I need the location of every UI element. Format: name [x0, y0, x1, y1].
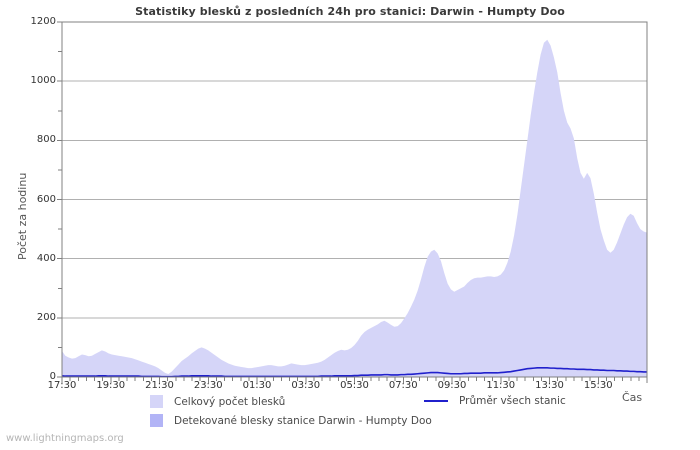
- x-tick-label: 15:30: [583, 380, 613, 391]
- y-tick-label: 1200: [30, 16, 56, 27]
- x-tick-label: 21:30: [145, 380, 174, 391]
- area-series-group: [62, 39, 647, 377]
- y-tick-label: 200: [36, 311, 56, 323]
- legend-label-average: Průměr všech stanic: [459, 395, 566, 407]
- chart-legend: Celkový počet blesků Detekované blesky s…: [0, 392, 700, 436]
- y-tick-label: 800: [36, 134, 56, 146]
- y-tick-label: 600: [36, 193, 56, 205]
- legend-swatch-station: [150, 414, 163, 427]
- legend-item-average[interactable]: Průměr všech stanic: [424, 395, 566, 407]
- x-tick-label: 17:30: [47, 380, 77, 391]
- x-tick-label: 23:30: [193, 380, 223, 391]
- y-tick-label: 0: [49, 371, 56, 382]
- legend-label-station: Detekované blesky stanice Darwin - Humpt…: [174, 414, 432, 427]
- x-tick-label: 05:30: [340, 380, 369, 391]
- plot-frame: [61, 21, 648, 378]
- y-tick-label: 1000: [30, 75, 56, 87]
- x-tick-label: 03:30: [291, 380, 321, 391]
- axis-ticks: [57, 21, 648, 383]
- x-tick-label: 09:30: [437, 380, 467, 391]
- x-axis-title: Čas: [622, 391, 643, 404]
- watermark: www.lightningmaps.org: [6, 433, 124, 444]
- chart-title: Statistiky blesků z posledních 24h pro s…: [135, 5, 565, 18]
- legend-item-station[interactable]: Detekované blesky stanice Darwin - Humpt…: [150, 414, 432, 427]
- x-tick-label: 11:30: [486, 380, 516, 391]
- x-tick-label: 19:30: [96, 380, 126, 391]
- legend-item-total[interactable]: Celkový počet blesků: [150, 395, 285, 408]
- legend-label-total: Celkový počet blesků: [174, 395, 286, 408]
- x-tick-label: 01:30: [242, 380, 272, 391]
- y-tick-label: 400: [36, 252, 56, 264]
- legend-line-average: [424, 400, 448, 402]
- x-tick-label: 07:30: [388, 380, 418, 391]
- x-tick-label: 13:30: [535, 380, 564, 391]
- legend-swatch-total: [150, 395, 163, 408]
